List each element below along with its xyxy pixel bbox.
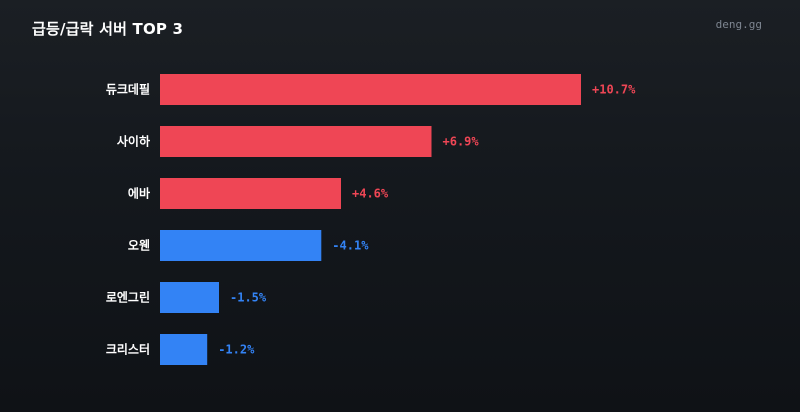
category-label: 오웬	[128, 239, 150, 253]
value-label: -4.1%	[332, 239, 369, 253]
bar	[160, 282, 219, 313]
bar	[160, 126, 432, 157]
bar	[160, 178, 341, 209]
bar	[160, 230, 322, 261]
category-label: 듀크데필	[106, 82, 150, 97]
chart-title: 급등/급락 서버 TOP 3	[32, 20, 184, 38]
value-label: +6.9%	[443, 135, 480, 149]
value-label: -1.5%	[230, 291, 267, 305]
bar	[160, 74, 581, 105]
value-label: +4.6%	[352, 187, 389, 201]
brand-watermark: deng.gg	[715, 18, 762, 31]
value-label: -1.2%	[218, 343, 255, 357]
category-label: 로엔그린	[106, 290, 150, 305]
bar	[160, 334, 208, 365]
value-label: +10.7%	[592, 83, 636, 97]
category-label: 크리스터	[106, 342, 150, 357]
category-label: 사이하	[117, 134, 150, 149]
category-label: 에바	[128, 186, 150, 201]
